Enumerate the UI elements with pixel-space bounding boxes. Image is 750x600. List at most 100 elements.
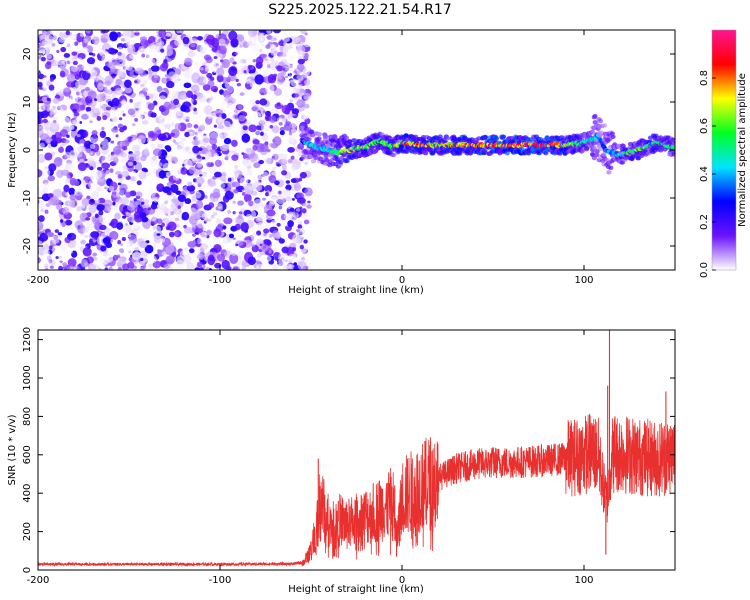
heatmap-cell: [92, 36, 100, 45]
heatmap-cell: [64, 219, 73, 226]
heatmap-cell: [270, 108, 276, 114]
heatmap-cell: [157, 133, 167, 141]
heatmap-cell: [274, 257, 278, 261]
heatmap-cell: [56, 203, 63, 211]
heatmap-cell: [272, 30, 282, 34]
heatmap-cell: [232, 149, 238, 153]
heatmap-cell: [290, 155, 295, 160]
heatmap-cell: [122, 215, 127, 219]
heatmap-cell: [241, 266, 246, 270]
heatmap-cell: [252, 144, 258, 151]
heatmap-cell: [150, 44, 160, 53]
heatmap-cell: [180, 137, 186, 142]
heatmap-cell: [117, 240, 122, 245]
heatmap-cell: [66, 232, 77, 241]
heatmap-cell: [86, 30, 91, 34]
heatmap-cell: [117, 174, 123, 179]
heatmap-cell: [228, 157, 233, 161]
heatmap-cell: [259, 37, 265, 42]
heatmap-cell: [234, 115, 238, 119]
heatmap-cell: [196, 113, 201, 118]
heatmap-cell: [202, 84, 211, 91]
heatmap-cell: [235, 78, 239, 82]
heatmap-cell: [96, 93, 105, 103]
heatmap-cell: [205, 151, 212, 159]
heatmap-cell: [138, 115, 143, 120]
heatmap-cell: [247, 30, 257, 38]
heatmap-cell: [218, 38, 226, 46]
heatmap-cell: [132, 86, 139, 93]
heatmap-cell: [343, 135, 349, 141]
heatmap-cell: [111, 97, 120, 107]
heatmap-cell: [261, 197, 267, 201]
heatmap-cell: [116, 222, 124, 230]
heatmap-cell: [444, 136, 450, 141]
heatmap-cell: [131, 41, 135, 46]
heatmap-cell: [119, 141, 123, 146]
heatmap-cell: [218, 108, 226, 114]
heatmap-cell: [292, 233, 302, 244]
heatmap-cell: [101, 126, 105, 131]
heatmap-cell: [173, 98, 180, 106]
heatmap-cell: [118, 179, 123, 184]
heatmap-cell: [66, 174, 71, 179]
heatmap-cell: [192, 145, 200, 154]
heatmap-cell: [274, 232, 281, 240]
heatmap-cell: [232, 267, 239, 270]
heatmap-cell: [226, 111, 231, 115]
heatmap-cell: [213, 124, 217, 128]
heatmap-cell: [217, 118, 223, 123]
heatmap-cell: [144, 244, 154, 254]
heatmap-cell: [48, 232, 55, 238]
heatmap-cell: [129, 54, 136, 59]
heatmap-cell: [223, 137, 232, 145]
heatmap-cell: [256, 222, 264, 230]
heatmap-cell: [127, 108, 136, 116]
heatmap-cell: [198, 124, 206, 132]
heatmap-cell: [59, 260, 63, 263]
heatmap-cell: [300, 154, 307, 159]
heatmap-cell: [126, 64, 133, 71]
heatmap-cell: [284, 196, 292, 202]
heatmap-cell: [266, 215, 273, 221]
heatmap-cell: [260, 243, 269, 253]
heatmap-cell: [160, 237, 166, 243]
heatmap-cell: [44, 166, 48, 170]
heatmap-cell: [72, 108, 77, 113]
heatmap-cell: [142, 120, 149, 125]
heatmap-cell: [227, 177, 232, 182]
heatmap-cell: [48, 260, 56, 266]
heatmap-cell: [72, 60, 78, 66]
heatmap-cell: [297, 56, 303, 60]
heatmap-cell: [207, 180, 217, 188]
heatmap-cell: [224, 95, 233, 101]
heatmap-cell: [179, 30, 189, 34]
heatmap-cell: [198, 147, 203, 151]
heatmap-cell: [437, 134, 443, 139]
heatmap-cell: [246, 40, 253, 47]
heatmap-cell: [146, 137, 153, 144]
heatmap-cell: [133, 51, 138, 55]
heatmap-cell: [299, 244, 305, 250]
heatmap-cell: [190, 94, 198, 100]
heatmap-cell: [161, 222, 166, 228]
heatmap-cell: [252, 130, 261, 137]
heatmap-cell: [59, 144, 64, 148]
snr-y-axis-label: SNR (10 * v/v): [7, 414, 18, 485]
heatmap-cell: [118, 117, 123, 121]
heatmap-cell: [38, 81, 43, 88]
heatmap-cell: [43, 182, 49, 188]
heatmap-cell: [183, 45, 189, 51]
heatmap-cell: [98, 216, 107, 224]
heatmap-cell: [268, 175, 277, 184]
heatmap-cell: [584, 145, 590, 151]
heatmap-cell: [290, 178, 297, 184]
heatmap-cell: [124, 87, 133, 94]
heatmap-cell: [45, 46, 49, 51]
heatmap-cell: [168, 231, 175, 238]
heatmap-cell: [284, 93, 290, 99]
heatmap-cell: [151, 59, 156, 63]
heatmap-cell: [254, 194, 260, 198]
heatmap-cell: [213, 88, 218, 93]
heatmap-cell: [279, 126, 286, 132]
